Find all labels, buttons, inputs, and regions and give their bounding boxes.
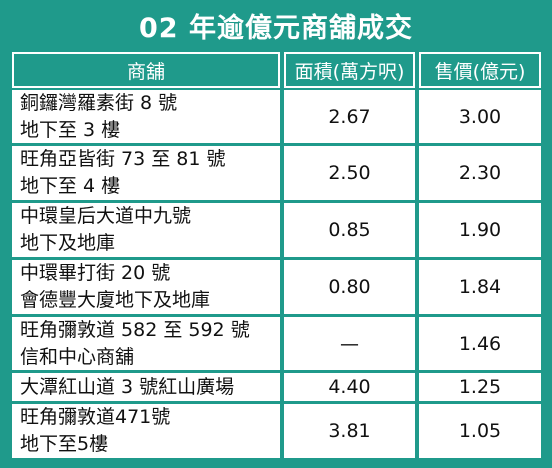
shop-cell: 中環畢打街 20 號會德豐大廈地下及地庫 xyxy=(12,260,280,314)
price-cell: 2.30 xyxy=(419,146,541,200)
shop-line: 地下至 3 樓 xyxy=(20,118,121,141)
area-cell: 0.80 xyxy=(284,260,415,314)
shop-line: 銅鑼灣羅素街 8 號 xyxy=(20,91,178,114)
area-cell: — xyxy=(284,317,415,370)
price-cell: 1.05 xyxy=(419,404,541,458)
area-cell: 0.85 xyxy=(284,203,415,257)
area-cell: 2.50 xyxy=(284,146,415,200)
shop-line: 旺角亞皆街 73 至 81 號 xyxy=(20,148,226,170)
shop-line: 大潭紅山道 3 號紅山廣場 xyxy=(20,375,235,398)
header-cell: 售價(億元) xyxy=(419,52,541,88)
shop-line: 地下至 4 樓 xyxy=(20,175,121,197)
area-cell: 4.40 xyxy=(284,373,415,401)
price-cell: 1.46 xyxy=(419,317,541,370)
area-cell: 2.67 xyxy=(284,90,415,143)
header-cell: 商舖 xyxy=(12,52,280,88)
header-cell: 面積(萬方呎) xyxy=(284,52,415,88)
shop-cell: 大潭紅山道 3 號紅山廣場 xyxy=(12,373,280,401)
shop-line: 中環皇后大道中九號 xyxy=(20,205,192,227)
title: 02 年逾億元商舖成交 xyxy=(139,13,413,44)
shop-line: 信和中心商舖 xyxy=(20,345,135,368)
shop-line: 地下至5樓 xyxy=(20,433,109,455)
shop-line: 地下及地庫 xyxy=(20,232,116,254)
price-cell: 1.90 xyxy=(419,203,541,257)
shop-cell: 旺角彌敦道 582 至 592 號信和中心商舖 xyxy=(12,317,280,370)
price-cell: 3.00 xyxy=(419,90,541,143)
area-cell: 3.81 xyxy=(284,404,415,458)
shop-cell: 銅鑼灣羅素街 8 號地下至 3 樓 xyxy=(12,90,280,143)
price-cell: 1.25 xyxy=(419,373,541,401)
shop-cell: 中環皇后大道中九號 地下及地庫 xyxy=(12,203,280,257)
shop-line: 旺角彌敦道 582 至 592 號 xyxy=(20,318,250,341)
shop-line: 旺角彌敦道471號 xyxy=(20,406,171,428)
shop-line: 中環畢打街 20 號 xyxy=(20,262,171,284)
shop-line: 會德豐大廈地下及地庫 xyxy=(20,289,211,311)
shop-cell: 旺角彌敦道471號 地下至5樓 xyxy=(12,404,280,458)
price-cell: 1.84 xyxy=(419,260,541,314)
shop-cell: 旺角亞皆街 73 至 81 號地下至 4 樓 xyxy=(12,146,280,200)
